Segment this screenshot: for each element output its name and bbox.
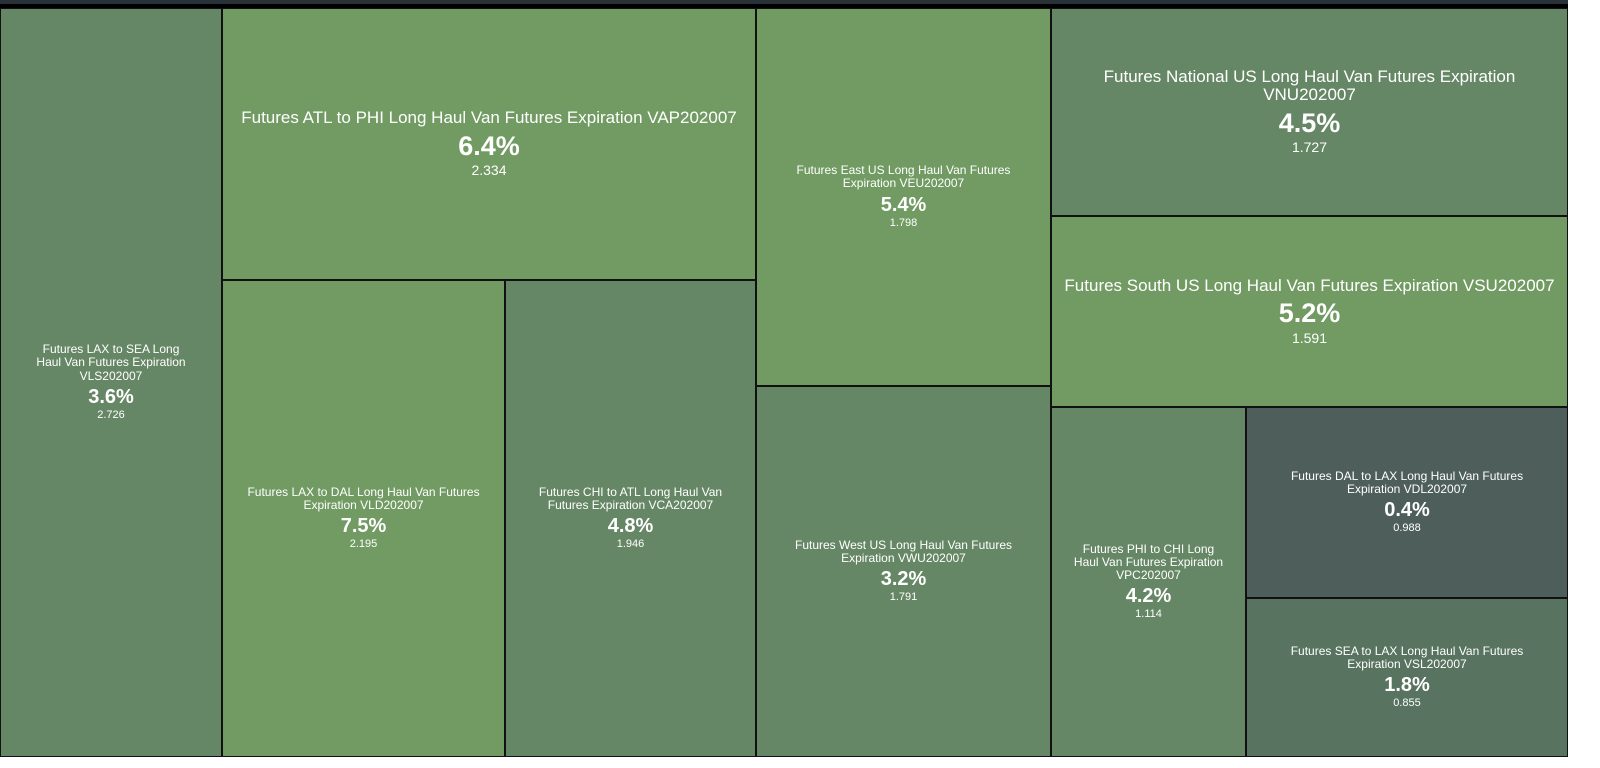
tile-vpc202007[interactable]: Futures PHI to CHI Long Haul Van Futures… [1051, 407, 1246, 757]
tile-value: 1.114 [1135, 608, 1162, 621]
tile-veu202007[interactable]: Futures East US Long Haul Van Futures Ex… [756, 8, 1051, 386]
tile-name: Futures National US Long Haul Van Future… [1103, 66, 1516, 105]
tile-value: 2.334 [471, 162, 507, 179]
tile-vls202007[interactable]: Futures LAX to SEA Long Haul Van Futures… [0, 8, 222, 757]
tile-value: 0.988 [1393, 522, 1421, 535]
tile-change: 6.4% [458, 130, 520, 161]
tile-change: 0.4% [1384, 499, 1430, 522]
tile-value: 1.946 [616, 538, 645, 551]
tile-name: Futures SEA to LAX Long Haul Van Futures… [1290, 643, 1524, 671]
tile-value: 1.591 [1291, 329, 1328, 346]
tile-name: Futures DAL to LAX Long Haul Van Futures… [1290, 468, 1524, 496]
tile-change: 4.8% [607, 515, 654, 538]
tile-vdl202007[interactable]: Futures DAL to LAX Long Haul Van Futures… [1246, 407, 1568, 598]
tile-change: 7.5% [340, 515, 387, 538]
tile-name: Futures South US Long Haul Van Futures E… [1064, 275, 1555, 295]
tile-name: Futures PHI to CHI Long Haul Van Futures… [1073, 541, 1224, 582]
tile-value: 2.726 [97, 408, 125, 421]
tile-change: 3.6% [88, 385, 134, 408]
tile-vsl202007[interactable]: Futures SEA to LAX Long Haul Van Futures… [1246, 598, 1568, 757]
tile-name: Futures ATL to PHI Long Haul Van Futures… [241, 108, 737, 128]
tile-name: Futures West US Long Haul Van Futures Ex… [795, 537, 1012, 565]
tile-name: Futures LAX to SEA Long Haul Van Futures… [36, 342, 186, 383]
tile-value: 0.855 [1393, 697, 1421, 710]
tile-vld202007[interactable]: Futures LAX to DAL Long Haul Van Futures… [222, 280, 505, 757]
tile-vap202007[interactable]: Futures ATL to PHI Long Haul Van Futures… [222, 8, 756, 280]
tile-value: 1.791 [889, 591, 918, 604]
tile-vsu202007[interactable]: Futures South US Long Haul Van Futures E… [1051, 216, 1568, 407]
tile-value: 1.798 [889, 216, 918, 229]
tile-change: 1.8% [1384, 674, 1430, 697]
tile-change: 3.2% [880, 568, 927, 591]
tile-name: Futures CHI to ATL Long Haul Van Futures… [538, 484, 723, 512]
tile-change: 5.4% [880, 193, 927, 216]
tile-change: 4.5% [1278, 108, 1341, 139]
tile-vnu202007[interactable]: Futures National US Long Haul Van Future… [1051, 8, 1568, 216]
tile-name: Futures East US Long Haul Van Futures Ex… [796, 163, 1011, 191]
tile-vca202007[interactable]: Futures CHI to ATL Long Haul Van Futures… [505, 280, 756, 757]
treemap-chart: Futures LAX to SEA Long Haul Van Futures… [0, 0, 1568, 757]
tile-name: Futures LAX to DAL Long Haul Van Futures… [247, 484, 480, 512]
tile-value: 1.727 [1291, 139, 1328, 156]
tile-change: 4.2% [1125, 585, 1172, 608]
tile-vwu202007[interactable]: Futures West US Long Haul Van Futures Ex… [756, 386, 1051, 757]
tile-value: 2.195 [349, 538, 378, 551]
tile-change: 5.2% [1278, 298, 1341, 329]
